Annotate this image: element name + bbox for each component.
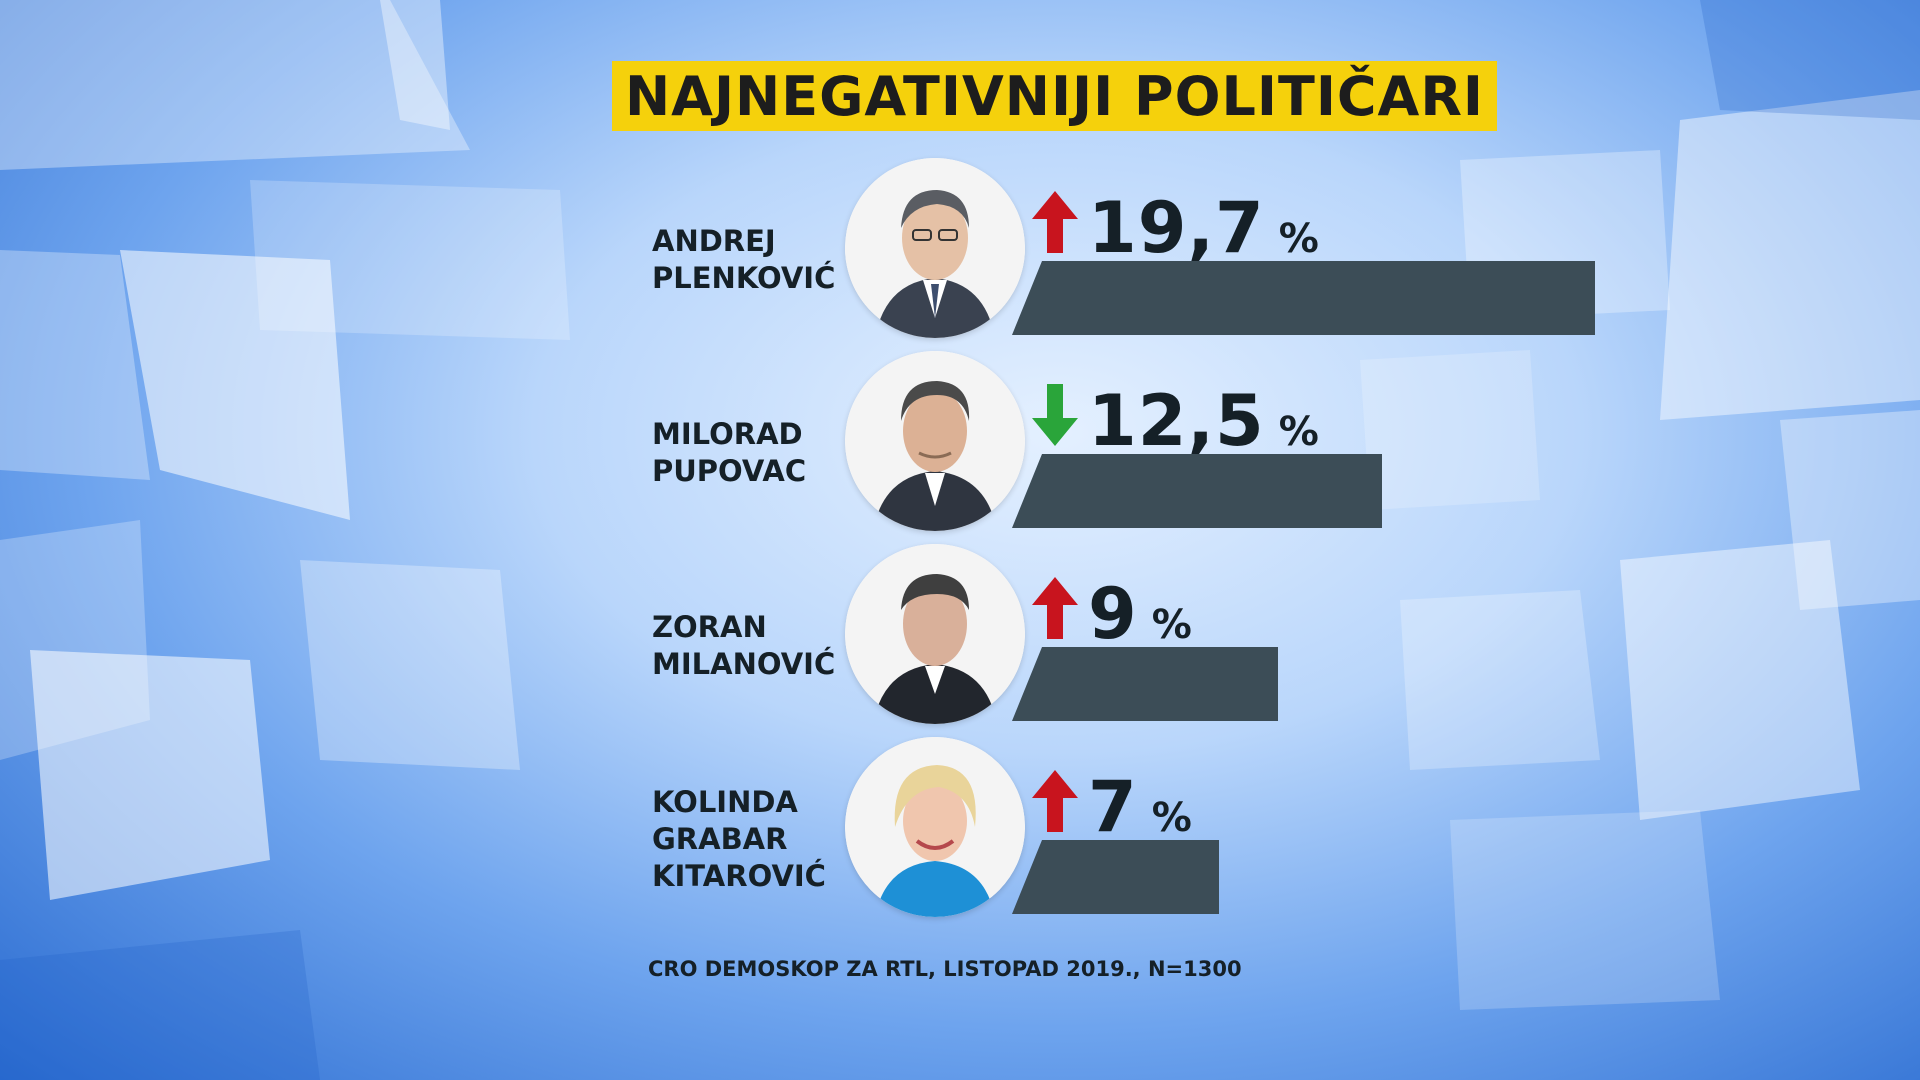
bar <box>1012 261 1595 335</box>
data-label-value: 7 <box>1088 766 1138 848</box>
politician-portrait-icon <box>845 158 1025 338</box>
category-label-line: ZORAN <box>652 610 767 644</box>
category-label-line: KOLINDA <box>652 785 798 819</box>
source-note: CRO DEMOSKOP ZA RTL, LISTOPAD 2019., N=1… <box>648 957 1242 981</box>
category-label: ANDREJ PLENKOVIĆ <box>652 223 835 297</box>
data-label-value: 9 <box>1088 573 1138 655</box>
bar <box>1012 647 1278 721</box>
category-label-line: MILANOVIĆ <box>652 647 836 681</box>
trend-up-arrow-icon <box>1032 191 1078 253</box>
chart-row: ANDREJ PLENKOVIĆ 19,7% <box>0 153 1920 343</box>
chart-title: NAJNEGATIVNIJI POLITIČARI <box>624 64 1485 128</box>
category-label-line: PUPOVAC <box>652 454 807 488</box>
data-label: 9% <box>1088 579 1193 660</box>
data-label: 7% <box>1088 772 1193 853</box>
data-label-unit: % <box>1151 795 1193 841</box>
chart-row: ZORAN MILANOVIĆ 9% <box>0 539 1920 729</box>
bar <box>1012 454 1382 528</box>
trend-up-arrow-icon <box>1032 770 1078 832</box>
data-label-value: 12,5 <box>1088 380 1265 462</box>
category-label-line: MILORAD <box>652 417 803 451</box>
politician-portrait-icon <box>845 737 1025 917</box>
data-label: 19,7% <box>1088 193 1320 274</box>
bar <box>1012 840 1219 914</box>
chart-row: MILORAD PUPOVAC 12,5% <box>0 346 1920 536</box>
chart-row: KOLINDA GRABAR KITAROVIĆ 7% <box>0 732 1920 922</box>
data-label-unit: % <box>1278 409 1320 455</box>
category-label-line: PLENKOVIĆ <box>652 261 836 295</box>
data-label-unit: % <box>1151 602 1193 648</box>
trend-down-arrow-icon <box>1032 384 1078 446</box>
chart-title-banner: NAJNEGATIVNIJI POLITIČARI <box>612 61 1497 131</box>
category-label: ZORAN MILANOVIĆ <box>652 609 835 683</box>
politician-portrait-icon <box>845 351 1025 531</box>
politician-portrait-icon <box>845 544 1025 724</box>
category-label: MILORAD PUPOVAC <box>652 416 806 490</box>
data-label-unit: % <box>1278 216 1320 262</box>
category-label-line: ANDREJ <box>652 224 776 258</box>
category-label-line: GRABAR <box>652 822 788 856</box>
category-label-line: KITAROVIĆ <box>652 859 826 893</box>
category-label: KOLINDA GRABAR KITAROVIĆ <box>652 784 826 895</box>
data-label: 12,5% <box>1088 386 1320 467</box>
trend-up-arrow-icon <box>1032 577 1078 639</box>
data-label-value: 19,7 <box>1088 187 1265 269</box>
